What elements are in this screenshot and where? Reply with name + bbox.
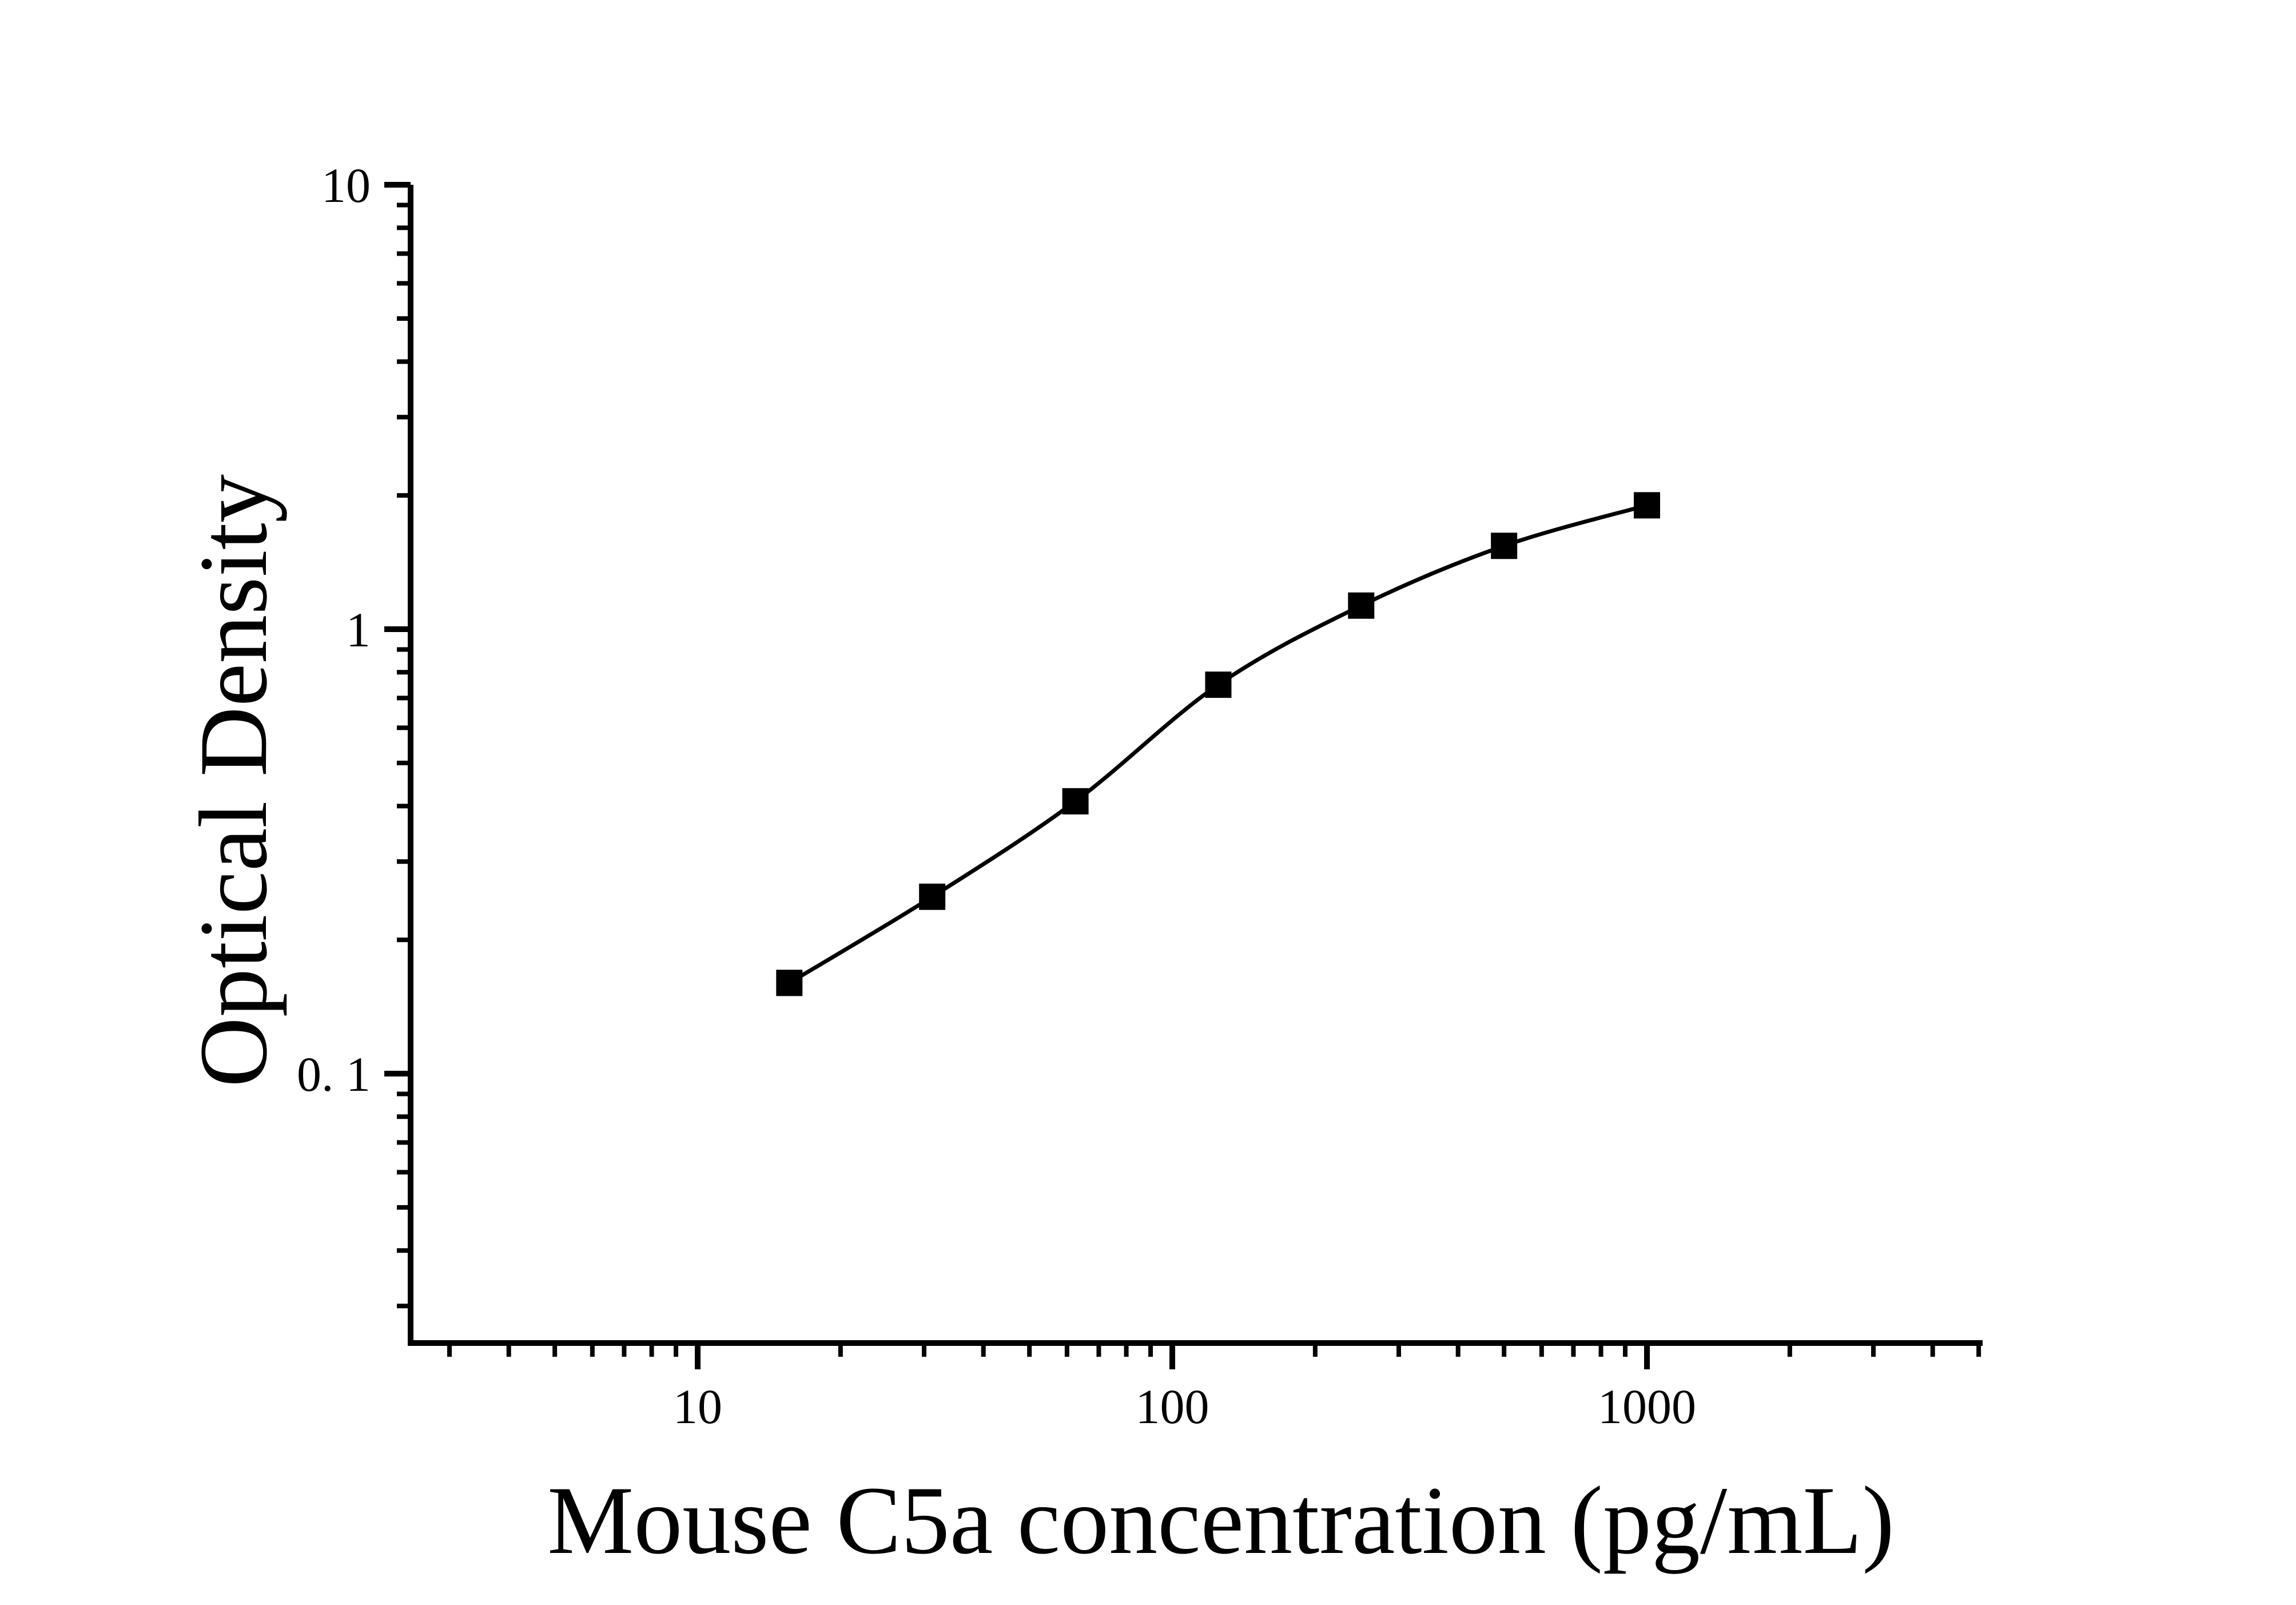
y-tick-label: 0. 1 (297, 1047, 371, 1102)
curve-group (788, 503, 1648, 985)
y-tick-label: 10 (321, 158, 371, 213)
markers-group (776, 492, 1660, 996)
x-axis-title: Mouse C5a concentration (pg/mL) (547, 1467, 1895, 1574)
y-axis-title: Optical Density (180, 474, 287, 1087)
tick-labels-group: 10 100 1000 10 1 0. 1 (297, 158, 1696, 1434)
x-tick-label: 10 (673, 1379, 722, 1434)
y-tick-label: 1 (346, 602, 371, 657)
data-point-marker (1205, 672, 1232, 698)
data-point-marker (1634, 492, 1660, 519)
ticks-group (384, 182, 1981, 1369)
data-point-marker (919, 883, 946, 910)
x-tick-label: 1000 (1598, 1379, 1696, 1434)
data-point-marker (1491, 533, 1518, 559)
standard-curve-line (788, 503, 1648, 985)
x-tick-label: 100 (1136, 1379, 1209, 1434)
data-point-marker (776, 970, 803, 996)
axes-group (408, 185, 1983, 1346)
data-point-marker (1348, 592, 1375, 619)
data-point-marker (1062, 788, 1089, 815)
